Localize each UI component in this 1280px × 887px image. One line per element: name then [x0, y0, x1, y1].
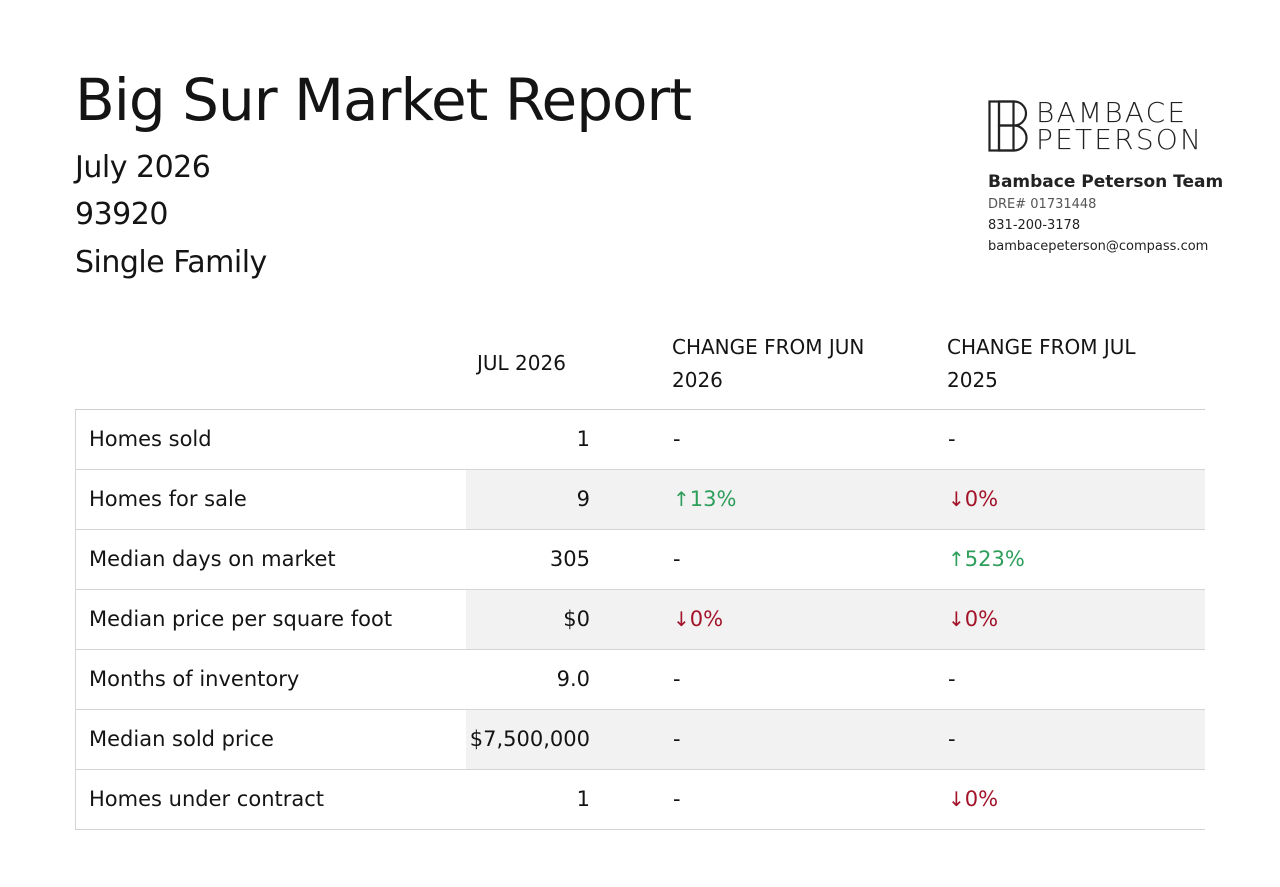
row-label: Median days on market: [89, 547, 336, 571]
row-value: $7,500,000: [469, 727, 590, 751]
change-prev-year-value: -: [948, 727, 956, 751]
table-row: Median sold price $7,500,000 - -: [75, 710, 1205, 770]
email-address[interactable]: bambacepeterson@compass.com: [988, 239, 1209, 254]
row-value: 1: [576, 427, 590, 451]
change-prev-year-value: -: [948, 427, 956, 451]
logo-wordmark: BAMBACE PETERSON: [1036, 96, 1204, 156]
arrow-up-icon: ↑: [948, 547, 965, 571]
page-title: Big Sur Market Report: [75, 66, 692, 134]
change-prev-year-cell: ↓0%: [948, 590, 998, 649]
change-prev-month-cell: -: [673, 710, 681, 769]
change-prev-year-value: 0%: [964, 487, 999, 511]
change-prev-year-value: 0%: [964, 787, 999, 811]
change-prev-month-value: -: [673, 667, 681, 691]
change-prev-year-value: -: [948, 667, 956, 691]
change-prev-year-cell: ↑523%: [948, 530, 1025, 589]
logo-line-2: PETERSON: [1036, 123, 1204, 156]
change-prev-month-value: -: [673, 787, 681, 811]
row-label: Homes for sale: [89, 487, 247, 511]
change-prev-month-value: 0%: [689, 607, 724, 631]
row-value: $0: [563, 607, 590, 631]
change-prev-year-value: 523%: [964, 547, 1025, 571]
change-prev-month-cell: ↓0%: [673, 590, 723, 649]
column-header-month: JUL 2026: [477, 351, 566, 375]
brand-logo: BAMBACE PETERSON: [988, 96, 1204, 156]
row-shade: [466, 470, 1205, 529]
change-prev-month-value: -: [673, 427, 681, 451]
row-label: Median price per square foot: [89, 607, 393, 631]
row-value: 305: [549, 547, 590, 571]
table-row: Homes sold 1 - -: [75, 410, 1205, 470]
table-row: Median days on market 305 - ↑523%: [75, 530, 1205, 590]
table-header: JUL 2026 CHANGE FROM JUN 2026 CHANGE FRO…: [75, 322, 1205, 410]
change-prev-month-cell: ↑13%: [673, 470, 736, 529]
property-type: Single Family: [75, 245, 267, 280]
change-prev-month-cell: -: [673, 530, 681, 589]
change-prev-year-value: 0%: [964, 607, 999, 631]
zip-code: 93920: [75, 197, 168, 232]
arrow-down-icon: ↓: [948, 787, 965, 811]
column-header-change-prev-month: CHANGE FROM JUN 2026: [672, 335, 865, 392]
change-prev-year-cell: ↓0%: [948, 770, 998, 829]
phone-number[interactable]: 831-200-3178: [988, 218, 1081, 233]
change-prev-year-cell: -: [948, 650, 956, 709]
table-row: Homes for sale 9 ↑13% ↓0%: [75, 470, 1205, 530]
dre-number: DRE# 01731448: [988, 197, 1097, 212]
logo-line-1: BAMBACE: [1036, 96, 1188, 129]
arrow-up-icon: ↑: [673, 487, 690, 511]
team-name: Bambace Peterson Team: [988, 172, 1224, 192]
column-header-change-prev-year: CHANGE FROM JUL 2025: [947, 335, 1136, 392]
change-prev-month-value: -: [673, 547, 681, 571]
change-prev-year-cell: -: [948, 410, 956, 469]
report-period: July 2026: [75, 150, 211, 185]
market-stats-table: JUL 2026 CHANGE FROM JUN 2026 CHANGE FRO…: [75, 322, 1205, 830]
arrow-down-icon: ↓: [673, 607, 690, 631]
table-body: Homes sold 1- - Homes for sale 9 ↑13% ↓0% Media…: [75, 410, 1205, 830]
table-row: Median price per square foot $0 ↓0% ↓0%: [75, 590, 1205, 650]
logo-monogram-icon: [988, 100, 1028, 152]
change-prev-month-cell: -: [673, 770, 681, 829]
row-label: Median sold price: [89, 727, 274, 751]
arrow-down-icon: ↓: [948, 487, 965, 511]
arrow-down-icon: ↓: [948, 607, 965, 631]
agent-contact: Bambace Peterson Team DRE# 01731448 831-…: [988, 170, 1223, 257]
change-prev-year-cell: -: [948, 710, 956, 769]
change-prev-month-value: 13%: [689, 487, 737, 511]
row-label: Homes sold: [89, 427, 212, 451]
row-label: Homes under contract: [89, 787, 325, 811]
change-prev-month-value: -: [673, 727, 681, 751]
change-prev-year-cell: ↓0%: [948, 470, 998, 529]
change-prev-month-cell: -: [673, 650, 681, 709]
table-row: Months of inventory 9.0 - -: [75, 650, 1205, 710]
row-value: 9.0: [556, 667, 590, 691]
row-shade: [466, 710, 1205, 769]
row-value: 9: [576, 487, 590, 511]
row-label: Months of inventory: [89, 667, 300, 691]
change-prev-month-cell: -: [673, 410, 681, 469]
row-shade: [466, 590, 1205, 649]
table-row: Homes under contract 1 - ↓0%: [75, 770, 1205, 830]
row-value: 1: [576, 787, 590, 811]
